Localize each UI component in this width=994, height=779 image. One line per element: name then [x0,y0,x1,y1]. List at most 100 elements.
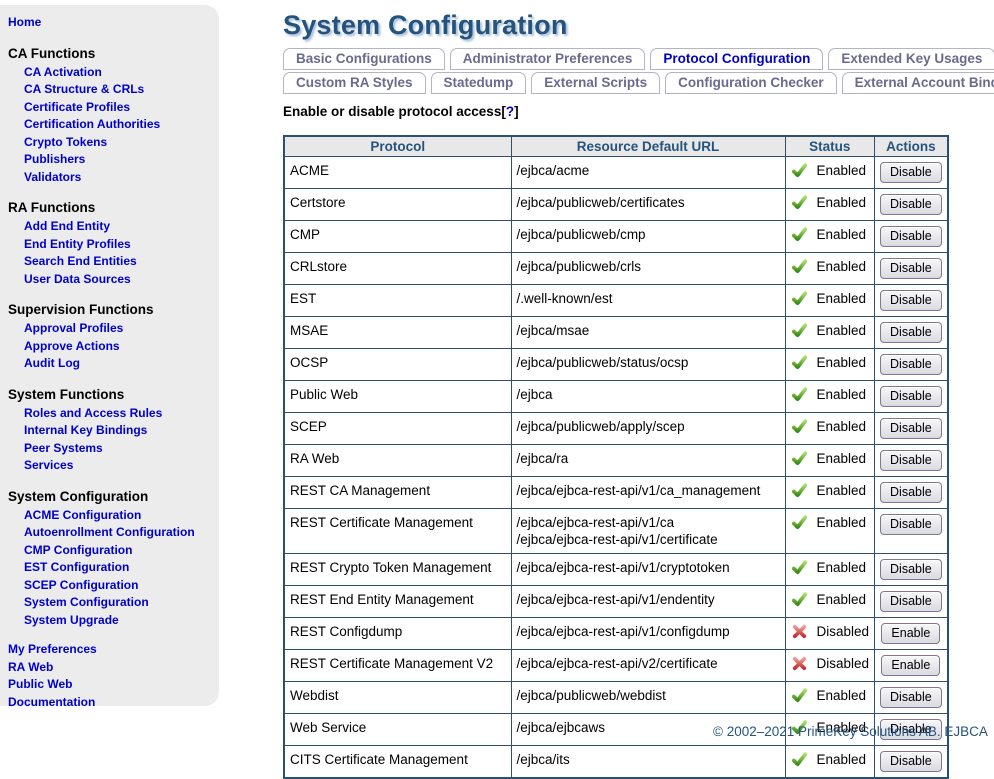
url-cell: /ejbca/publicweb/cmp [510,220,786,253]
tab-external-account-bindings[interactable]: External Account Bindings [841,72,994,94]
sidebar-item-end-entity-profiles[interactable]: End Entity Profiles [24,236,131,251]
green-check-icon [791,560,807,575]
sidebar-item-scep-configuration[interactable]: SCEP Configuration [24,577,139,592]
sidebar-item-cmp-configuration[interactable]: CMP Configuration [24,542,133,557]
protocol-cell: Certstore [283,188,512,221]
actions-cell: Disable [874,412,949,445]
status-label: Enabled [816,451,867,466]
sidebar-item-search-end-entities[interactable]: Search End Entities [24,254,137,268]
table-body: ACME/ejbca/acme Enabled Disable Certstore/e… [283,156,949,779]
status-label: Enabled [816,720,867,735]
green-check-icon [791,720,807,735]
sidebar-item-autoenrollment-configuration[interactable]: Autoenrollment Configuration [24,525,195,539]
table-row: Certstore/ejbca/publicweb/certificates En… [283,188,949,221]
disable-button[interactable]: Disable [880,386,942,407]
tab-row-2: Custom RA Styles Statedump External Script… [283,72,994,94]
sidebar-section-supervision-functions: Supervision Functions Approval Profiles Ap… [8,299,219,373]
sidebar-item-documentation[interactable]: Documentation [8,694,96,709]
sidebar-item-internal-key-bindings[interactable]: Internal Key Bindings [24,423,148,437]
sidebar-item-home[interactable]: Home [8,15,42,29]
disable-button[interactable]: Disable [880,194,942,215]
protocol-cell: ACME [283,156,512,189]
disable-button[interactable]: Disable [880,450,942,471]
disable-button[interactable]: Disable [880,258,942,279]
sidebar-item-approve-actions[interactable]: Approve Actions [24,338,120,353]
sidebar-item-my-preferences[interactable]: My Preferences [8,642,97,656]
sidebar-item-peer-systems[interactable]: Peer Systems [24,440,103,455]
sidebar-item-crypto-tokens[interactable]: Crypto Tokens [24,134,108,149]
help-link[interactable]: ? [505,104,515,119]
disable-button[interactable]: Disable [880,514,942,535]
url-line: /ejbca/ejbca-rest-api/v1/configdump [516,624,730,639]
table-row: REST Crypto Token Management/ejbca/ejbca… [283,553,949,586]
tab-external-scripts[interactable]: External Scripts [531,72,661,94]
tab-configuration-checker[interactable]: Configuration Checker [665,72,837,94]
sidebar-item-certificate-profiles[interactable]: Certificate Profiles [24,99,131,114]
url-cell: /ejbca/its [510,745,786,779]
sidebar-section-title: CA Functions [8,45,96,61]
sidebar-item-approval-profiles[interactable]: Approval Profiles [24,321,124,335]
disable-button[interactable]: Disable [880,719,942,740]
protocol-cell: REST Configdump [283,617,512,650]
sidebar-item-roles-and-access-rules[interactable]: Roles and Access Rules [24,405,163,420]
status-label: Enabled [816,259,867,274]
status-label: Enabled [816,355,867,370]
url-cell: /ejbca/ejbca-rest-api/v1/ca_management [510,476,786,509]
protocol-table: Protocol Resource Default URL Status Action… [283,135,949,779]
table-row: ACME/ejbca/acme Enabled Disable [283,156,949,189]
sidebar-item-system-configuration[interactable]: System Configuration [24,595,149,609]
sidebar-section-title: RA Functions [8,200,96,215]
disable-button[interactable]: Disable [880,591,942,612]
status-cell: Enabled [784,585,876,618]
disable-button[interactable]: Disable [880,162,942,183]
url-cell: /ejbca/ejbca-rest-api/v1/ca/ejbca/ejbca-… [510,508,786,554]
tab-statedump[interactable]: Statedump [430,72,527,94]
tab-protocol-configuration[interactable]: Protocol Configuration [650,48,824,70]
sidebar-item-ca-activation[interactable]: CA Activation [24,64,102,79]
status-indicator: Enabled [791,226,870,243]
sidebar-item-acme-configuration[interactable]: ACME Configuration [24,507,142,522]
url-line: /ejbca/publicweb/apply/scep [516,419,685,434]
table-row: RA Web/ejbca/ra Enabled Disable [283,444,949,477]
protocol-cell: Web Service [283,713,512,746]
status-label: Disabled [816,656,870,671]
enable-button[interactable]: Enable [881,623,941,644]
protocol-cell: EST [283,284,512,317]
sidebar-item-add-end-entity[interactable]: Add End Entity [24,219,110,233]
disable-button[interactable]: Disable [880,418,942,439]
status-cell: Enabled [784,553,876,586]
actions-cell: Disable [874,476,949,509]
sidebar-item-public-web[interactable]: Public Web [8,677,73,691]
disable-button[interactable]: Disable [880,322,942,343]
status-indicator: Enabled [791,354,870,371]
disable-button[interactable]: Disable [880,290,942,311]
actions-cell: Enable [874,649,949,682]
sidebar-item-ra-web[interactable]: RA Web [8,659,54,674]
status-cell: Disabled [784,617,876,650]
tab-basic-configurations[interactable]: Basic Configurations [283,48,445,70]
sidebar-item-user-data-sources[interactable]: User Data Sources [24,271,131,286]
disable-button[interactable]: Disable [880,482,942,503]
actions-cell: Disable [874,444,949,477]
enable-button[interactable]: Enable [881,655,941,676]
sidebar-item-audit-log[interactable]: Audit Log [24,356,80,370]
sidebar-item-ca-structure-crls[interactable]: CA Structure & CRLs [24,82,145,96]
url-line: /.well-known/est [516,291,613,306]
disable-button[interactable]: Disable [880,751,942,772]
column-header-status: Status [784,135,876,157]
disable-button[interactable]: Disable [880,687,942,708]
sidebar-item-services[interactable]: Services [24,458,74,472]
tab-extended-key-usages[interactable]: Extended Key Usages [828,48,994,70]
sidebar-item-publishers[interactable]: Publishers [24,152,86,166]
sidebar-item-system-upgrade[interactable]: System Upgrade [24,612,119,627]
sidebar-item-validators[interactable]: Validators [24,169,82,184]
disable-button[interactable]: Disable [880,559,942,580]
sidebar-item-certification-authorities[interactable]: Certification Authorities [24,117,161,131]
disable-button[interactable]: Disable [880,226,942,247]
disable-button[interactable]: Disable [880,354,942,375]
actions-cell: Disable [874,745,949,779]
actions-cell: Disable [874,220,949,253]
tab-custom-ra-styles[interactable]: Custom RA Styles [283,72,426,94]
sidebar-item-est-configuration[interactable]: EST Configuration [24,560,130,574]
tab-administrator-preferences[interactable]: Administrator Preferences [449,48,646,70]
